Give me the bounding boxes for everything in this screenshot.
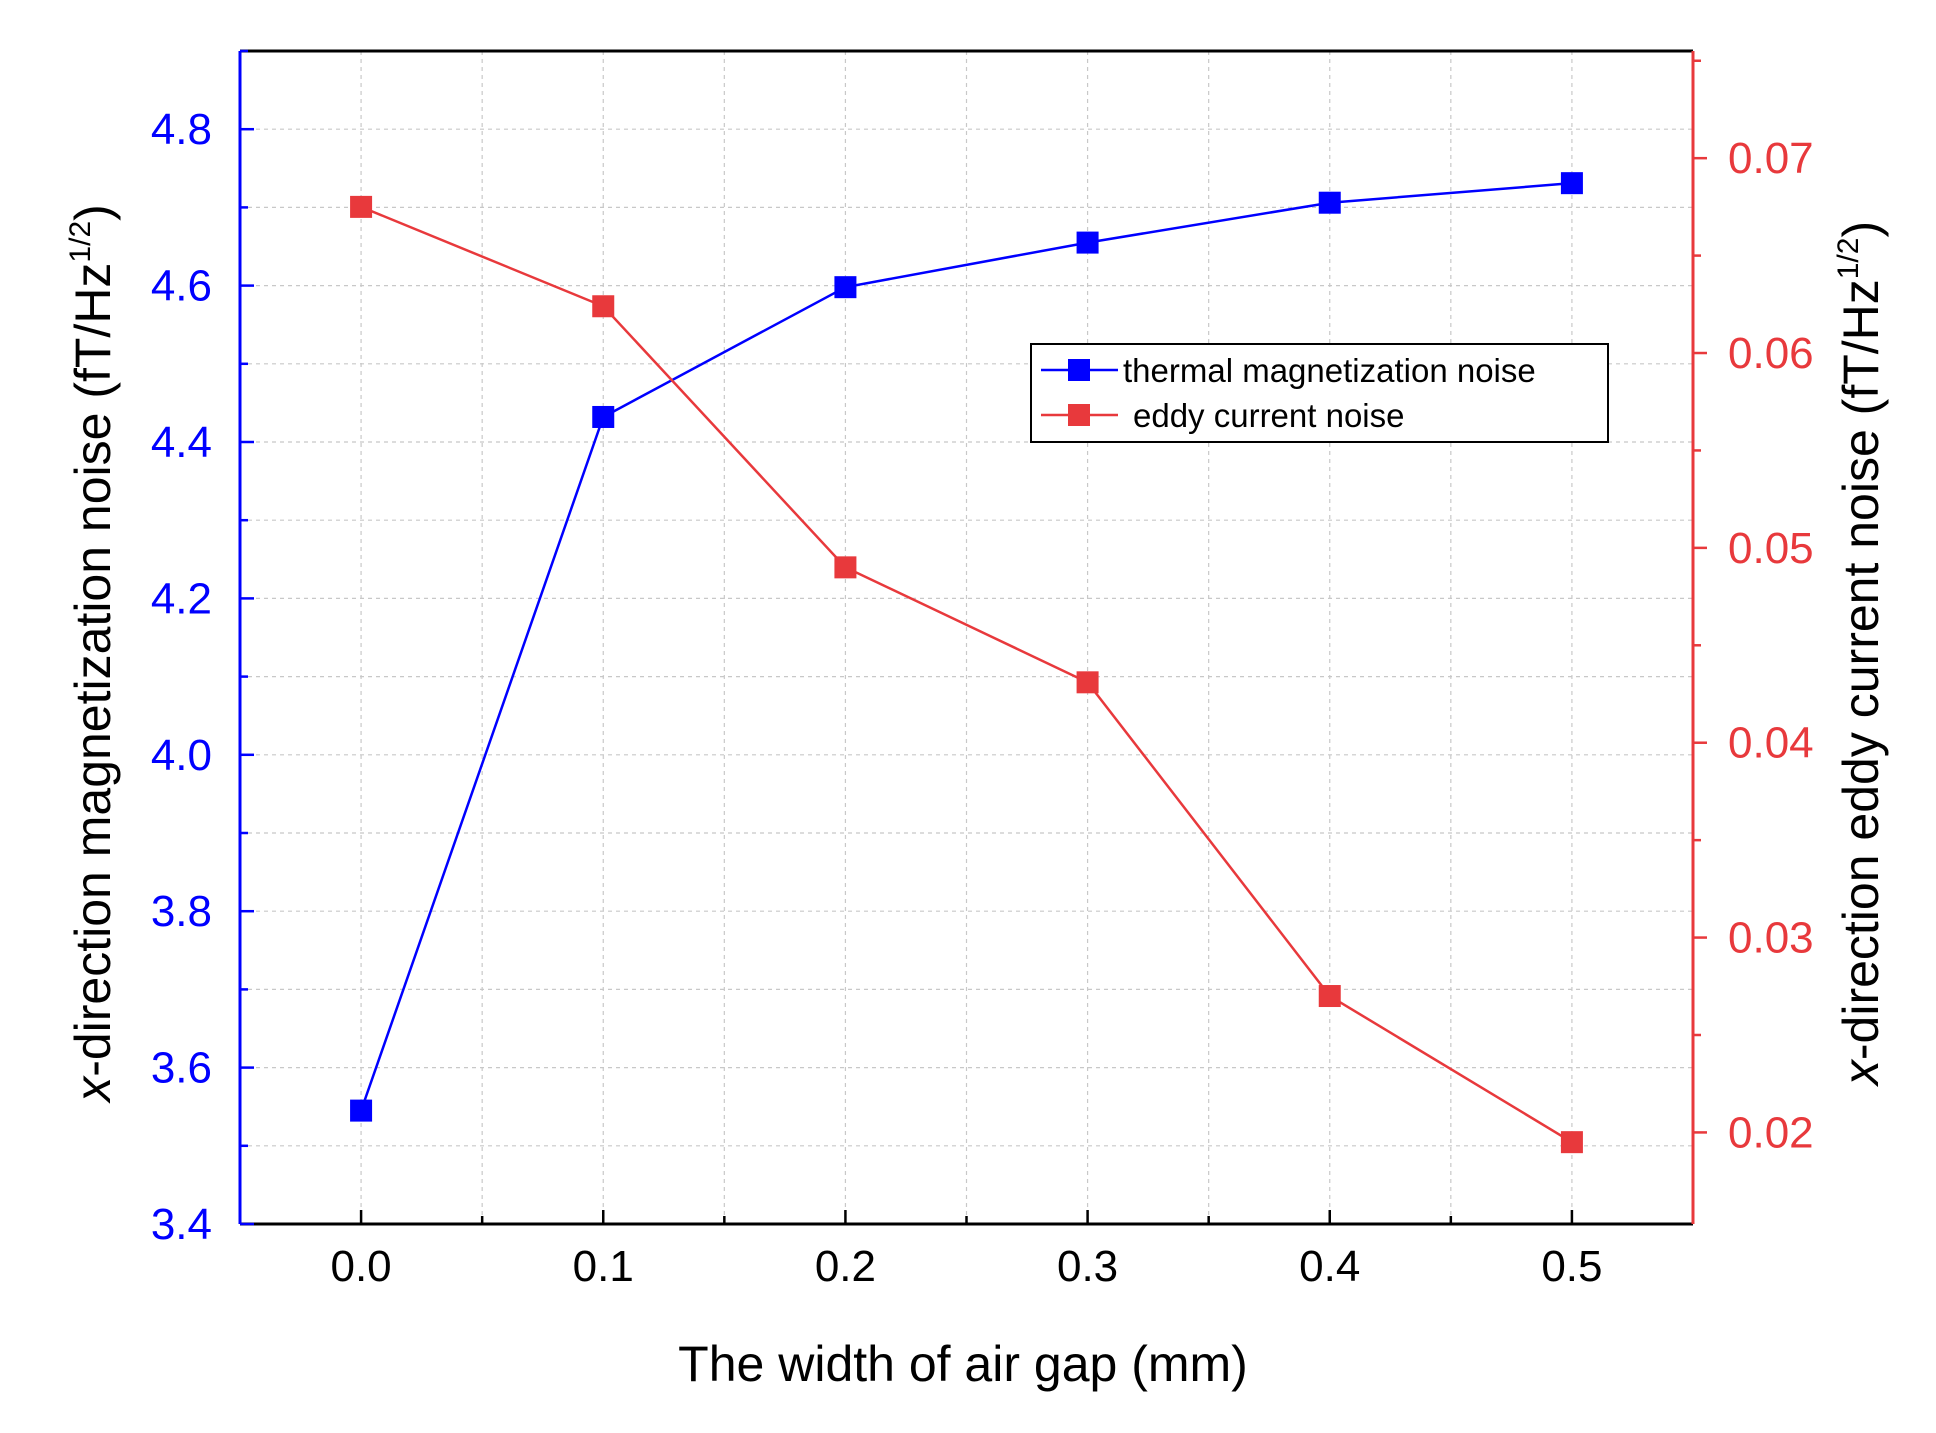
data-point-eddy — [1318, 985, 1341, 1008]
x-tick-label: 0.2 — [815, 1242, 876, 1291]
legend-label-thermal: thermal magnetization noise — [1123, 352, 1536, 389]
legend-label-eddy: eddy current noise — [1133, 397, 1405, 434]
y-left-axis-title: x-direction magnetization noise (fT/Hz1/… — [64, 204, 121, 1104]
y-left-title-sup: 1/2 — [64, 221, 97, 263]
data-point-eddy — [1560, 1131, 1583, 1154]
y-left-tick-label: 3.4 — [151, 1200, 212, 1249]
x-tick-label: 0.0 — [330, 1242, 391, 1291]
y-left-title-main: -direction magnetization noise (fT/Hz — [65, 263, 121, 1077]
y-right-tick-label: 0.02 — [1728, 1108, 1814, 1157]
tick-labels: 0.0 0.1 0.2 0.3 0.4 0.5 3.4 3.6 3.8 4.0 4.2 4.4 4.6 4… — [151, 105, 1814, 1291]
legend-box — [1030, 343, 1609, 443]
legend: thermal magnetization noise eddy current… — [1030, 343, 1609, 443]
x-tick-label: 0.5 — [1541, 1242, 1602, 1291]
y-left-title-end: ) — [65, 204, 121, 221]
y-right-title-end: ) — [1833, 221, 1889, 238]
y-left-title-italic: x — [65, 1075, 121, 1104]
data-point-thermal — [1560, 172, 1583, 195]
data-point-thermal — [1318, 191, 1341, 214]
grid-lines — [240, 51, 1693, 1224]
y-right-tick-label: 0.05 — [1728, 524, 1814, 573]
tick-marks — [240, 49, 1707, 1226]
x-tick-label: 0.3 — [1057, 1242, 1118, 1291]
series-line-thermal — [359, 181, 1573, 1112]
x-tick-label: 0.1 — [573, 1242, 634, 1291]
y-left-tick-label: 4.2 — [151, 574, 212, 623]
y-right-tick-label: 0.04 — [1728, 719, 1814, 768]
y-left-tick-label: 4.6 — [151, 262, 212, 311]
y-left-tick-label: 3.6 — [151, 1044, 212, 1093]
data-point-thermal — [1076, 231, 1099, 254]
series-line-eddy — [360, 205, 1573, 1144]
y-right-title-main: -direction eddy current noise (fT/Hz — [1833, 279, 1889, 1060]
y-right-title-sup: 1/2 — [1832, 238, 1865, 280]
y-right-tick-label: 0.03 — [1728, 914, 1814, 963]
legend-marker-eddy — [1068, 404, 1090, 426]
data-point-eddy — [592, 295, 615, 318]
data-point-eddy — [350, 195, 373, 218]
y-right-title-italic: x — [1833, 1058, 1889, 1087]
data-point-thermal — [834, 276, 857, 299]
y-right-tick-label: 0.06 — [1728, 329, 1814, 378]
data-point-eddy — [834, 556, 857, 579]
y-left-tick-label: 4.4 — [151, 418, 212, 467]
y-left-tick-label: 4.8 — [151, 105, 212, 154]
data-point-eddy — [1076, 671, 1099, 694]
y-right-tick-label: 0.07 — [1728, 134, 1814, 183]
x-axis-title: The width of air gap (mm) — [678, 1336, 1248, 1392]
data-point-thermal — [350, 1099, 373, 1122]
y-left-tick-label: 3.8 — [151, 887, 212, 936]
y-right-axis-title: x-direction eddy current noise (fT/Hz1/2… — [1832, 221, 1889, 1087]
y-left-tick-label: 4.0 — [151, 731, 212, 780]
legend-marker-thermal — [1068, 359, 1090, 381]
series-layer — [350, 172, 1583, 1154]
x-tick-label: 0.4 — [1299, 1242, 1360, 1291]
data-point-thermal — [592, 405, 615, 428]
